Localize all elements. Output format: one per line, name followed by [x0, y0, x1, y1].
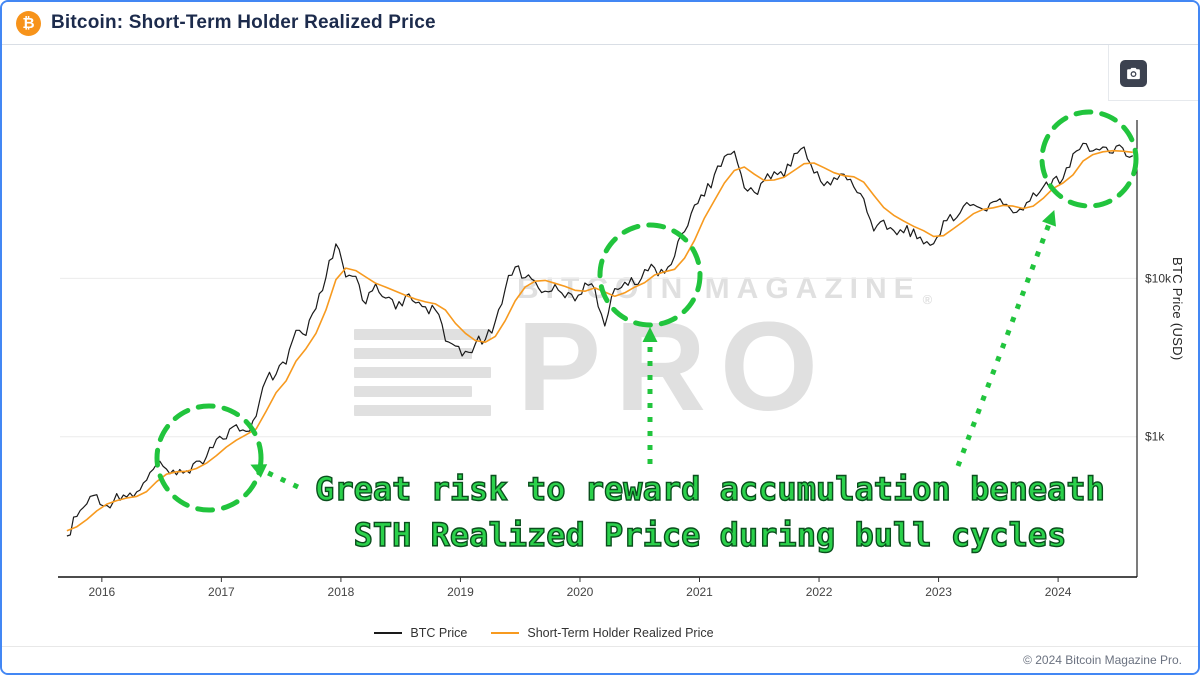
legend-label-btc-price: BTC Price — [410, 626, 468, 640]
registered-mark: ® — [922, 292, 933, 307]
x-tick-label: 2022 — [806, 585, 833, 599]
footer: © 2024 Bitcoin Magazine Pro. — [2, 646, 1198, 673]
x-tick-label: 2017 — [208, 585, 235, 599]
bitcoin-magazine-pro-logo-icon — [354, 329, 491, 417]
annotation-arrow — [955, 223, 1052, 467]
legend-label-sth-realized-price: Short-Term Holder Realized Price — [527, 626, 714, 640]
y-tick-label: $10k — [1145, 271, 1172, 285]
header: ₿ Bitcoin: Short-Term Holder Realized Pr… — [2, 2, 1198, 45]
annotation-note-line1: Great risk to reward accumulation beneat… — [314, 469, 1105, 508]
x-tick-label: 2024 — [1045, 585, 1072, 599]
snapshot-toolbar — [1108, 45, 1198, 101]
annotation-arrowhead — [250, 464, 268, 478]
bitcoin-icon: ₿ — [16, 10, 41, 36]
x-tick-label: 2020 — [567, 585, 594, 599]
x-tick-label: 2021 — [686, 585, 713, 599]
annotation-circle — [154, 403, 264, 513]
sth-line-swatch — [491, 632, 520, 634]
page-title: Bitcoin: Short-Term Holder Realized Pric… — [51, 12, 436, 33]
camera-button[interactable] — [1120, 60, 1147, 87]
legend: BTC Price Short-Term Holder Realized Pri… — [2, 626, 1198, 640]
x-tick-label: 2019 — [447, 585, 474, 599]
annotation-circle — [1039, 109, 1139, 209]
bitcoin-symbol: ₿ — [22, 14, 35, 32]
btc-line-swatch — [374, 632, 403, 634]
camera-icon — [1127, 67, 1140, 80]
annotation-arrowhead — [642, 327, 658, 342]
annotation-arrow — [262, 468, 300, 490]
legend-item-sth-realized-price[interactable]: Short-Term Holder Realized Price — [491, 626, 714, 640]
x-tick-label: 2018 — [328, 585, 355, 599]
copyright-text: © 2024 Bitcoin Magazine Pro. — [1023, 653, 1182, 667]
annotation-arrowhead — [1042, 210, 1056, 227]
btc-price-line — [66, 142, 1134, 537]
legend-item-btc-price[interactable]: BTC Price — [374, 626, 467, 640]
annotation-note: Great risk to reward accumulation beneat… — [250, 466, 1170, 558]
annotation-circle — [597, 222, 703, 328]
y-tick-label: $1k — [1145, 430, 1165, 444]
annotation-note-line2: STH Realized Price during bull cycles — [353, 515, 1067, 554]
x-tick-label: 2023 — [925, 585, 952, 599]
x-tick-label: 2016 — [88, 585, 115, 599]
y-axis-title: BTC Price (USD) — [1170, 257, 1185, 361]
